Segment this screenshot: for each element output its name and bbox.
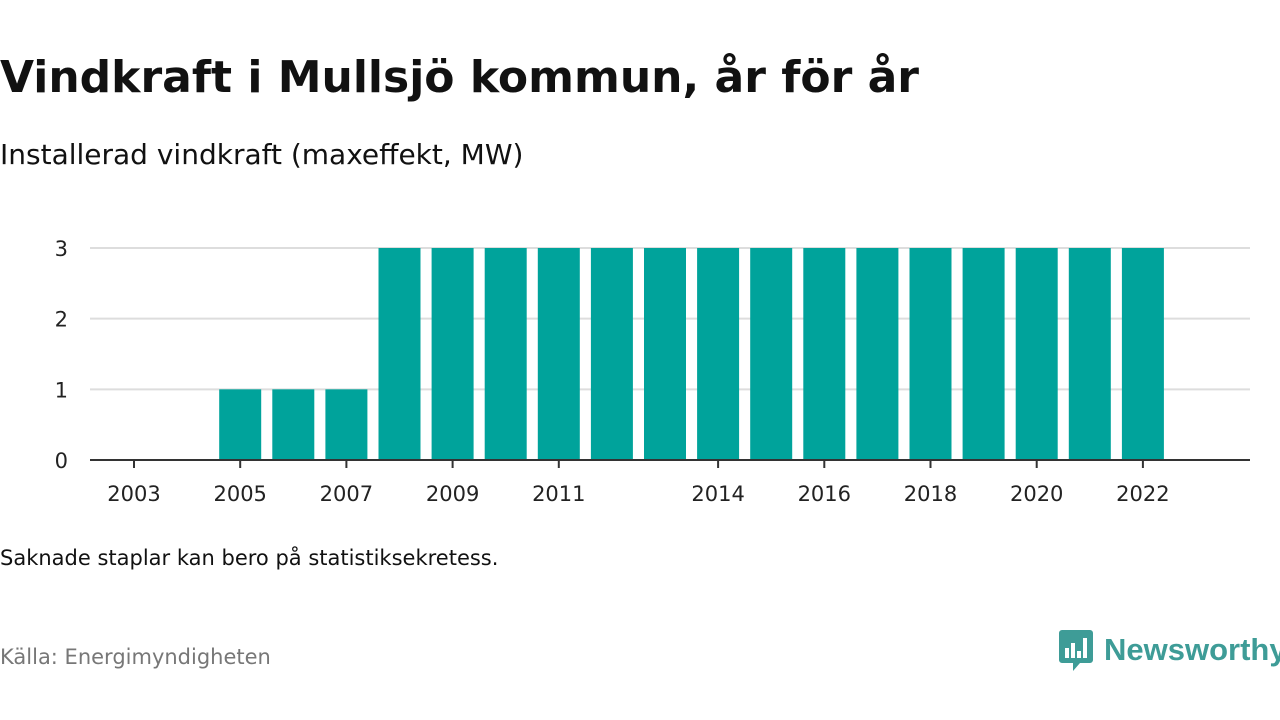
bar-2022 bbox=[1121, 248, 1164, 460]
bar-2014 bbox=[697, 248, 740, 460]
bar-2016 bbox=[803, 248, 846, 460]
axes: 0 1 2 3 2003 2005 2007 2009 2011 2014 2016 2018 2020… bbox=[55, 237, 1250, 506]
bar-2018 bbox=[909, 248, 952, 460]
y-tick-label: 0 bbox=[55, 449, 68, 473]
bar-2013 bbox=[644, 248, 686, 460]
bar-2021 bbox=[1068, 248, 1111, 460]
brand-logo[interactable]: Newsworthy bbox=[1058, 628, 1280, 672]
chart-title: Vindkraft i Mullsjö kommun, år för år bbox=[0, 52, 919, 103]
chart-subtitle: Installerad vindkraft (maxeffekt, MW) bbox=[0, 138, 524, 171]
x-tick-label: 2018 bbox=[904, 482, 957, 506]
bar-chart: 0 1 2 3 2003 2005 2007 2009 2011 2014 2016 2018 2020… bbox=[55, 237, 1250, 506]
bar-2020 bbox=[1015, 248, 1058, 460]
bar-2019 bbox=[962, 248, 1005, 460]
bar-2007 bbox=[325, 389, 368, 460]
bar-2008 bbox=[378, 248, 421, 460]
x-tick-label: 2003 bbox=[107, 482, 160, 506]
x-tick-label: 2014 bbox=[691, 482, 744, 506]
brand-name: Newsworthy bbox=[1104, 632, 1280, 667]
bar-2006 bbox=[272, 389, 315, 460]
y-tick-label: 3 bbox=[55, 237, 68, 261]
x-tick-label: 2016 bbox=[798, 482, 851, 506]
x-tick-label: 2007 bbox=[320, 482, 373, 506]
bar-2009 bbox=[431, 248, 474, 460]
y-tick-label: 1 bbox=[55, 378, 68, 402]
x-tick-label: 2009 bbox=[426, 482, 479, 506]
bar-2015 bbox=[750, 248, 793, 460]
footnote: Saknade staplar kan bero på statistiksek… bbox=[0, 546, 499, 570]
bar-2005 bbox=[219, 389, 262, 460]
bar-2017 bbox=[856, 248, 899, 460]
x-tick-label: 2022 bbox=[1116, 482, 1169, 506]
y-tick-label: 2 bbox=[55, 308, 68, 332]
newsworthy-logo-icon bbox=[1059, 630, 1093, 671]
bars bbox=[219, 248, 1164, 460]
bar-2011 bbox=[537, 248, 580, 460]
source-credit: Källa: Energimyndigheten bbox=[0, 645, 271, 669]
x-tick-label: 2011 bbox=[532, 482, 585, 506]
bar-2010 bbox=[484, 248, 527, 460]
x-tick-label: 2020 bbox=[1010, 482, 1063, 506]
x-tick-label: 2005 bbox=[213, 482, 266, 506]
bar-2012 bbox=[590, 248, 633, 460]
